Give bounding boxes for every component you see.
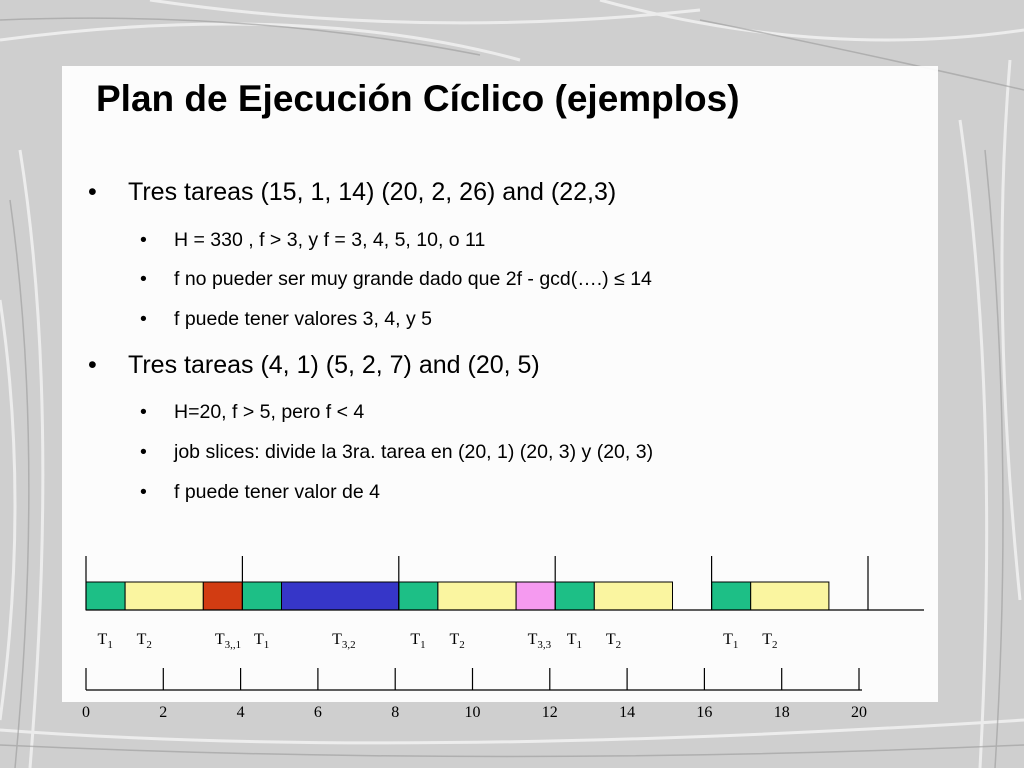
schedule-block-t1 <box>241 581 282 611</box>
bullet-2-sub-2-text: job slices: divide la 3ra. tarea en (20,… <box>174 441 654 463</box>
time-axis-tick-label: 14 <box>619 704 635 721</box>
sub-bullet-marker: • <box>140 229 147 251</box>
time-axis-tick-label: 8 <box>391 704 399 721</box>
bullet-2-sub-3-text: f puede tener valor de 4 <box>174 481 380 503</box>
task-label: T3,2 <box>332 631 356 651</box>
schedule-block-t2 <box>124 581 204 611</box>
bullet-1-text: Tres tareas (15, 1, 14) (20, 2, 26) and … <box>128 178 617 206</box>
task-label: T1 <box>98 631 113 651</box>
bullet-1-sub-2-text: f no pueder ser muy grande dado que 2f -… <box>174 268 652 290</box>
bullet-1-sub-3-text: f puede tener valores 3, 4, y 5 <box>174 308 432 330</box>
task-label: T2 <box>449 631 464 651</box>
slide-title: Plan de Ejecución Cíclico (ejemplos) <box>96 78 740 119</box>
sub-bullet-marker: • <box>140 441 147 463</box>
schedule-block-t2 <box>750 581 830 611</box>
time-axis-tick-label: 12 <box>542 704 558 721</box>
sub-bullet-marker: • <box>140 268 147 290</box>
time-axis-tick-label: 20 <box>851 704 867 721</box>
schedule-block-t1 <box>711 581 752 611</box>
time-axis-tick-label: 4 <box>237 704 245 721</box>
schedule-block-t1 <box>554 581 595 611</box>
task-label: T1 <box>410 631 425 651</box>
time-axis-tick-label: 10 <box>465 704 481 721</box>
task-label: T3,,1 <box>215 631 241 651</box>
task-label: T3,3 <box>528 631 552 651</box>
time-axis-tick-label: 0 <box>82 704 90 721</box>
task-label: T1 <box>254 631 269 651</box>
task-label: T2 <box>762 631 777 651</box>
bullet-marker: • <box>88 178 97 206</box>
time-axis-tick-label: 18 <box>774 704 790 721</box>
schedule-block-t3-3 <box>515 581 556 611</box>
time-axis-tick-label: 2 <box>159 704 167 721</box>
schedule-block-t3-2 <box>281 581 400 611</box>
bullet-marker: • <box>88 351 97 379</box>
task-label: T1 <box>567 631 582 651</box>
schedule-block-t3-1 <box>202 581 243 611</box>
sub-bullet-marker: • <box>140 401 147 423</box>
sub-bullet-marker: • <box>140 481 147 503</box>
sub-bullet-marker: • <box>140 308 147 330</box>
time-axis-tick-label: 16 <box>696 704 712 721</box>
task-label: T1 <box>723 631 738 651</box>
schedule-block-t1 <box>85 581 126 611</box>
bullet-2-text: Tres tareas (4, 1) (5, 2, 7) and (20, 5) <box>128 351 540 379</box>
schedule-block-t2 <box>437 581 517 611</box>
time-axis-tick-label: 6 <box>314 704 322 721</box>
task-label: T2 <box>606 631 621 651</box>
bullet-2-sub-1-text: H=20, f > 5, pero f < 4 <box>174 401 365 423</box>
bullet-1-sub-1-text: H = 330 , f > 3, y f = 3, 4, 5, 10, o 11 <box>174 229 486 251</box>
task-label: T2 <box>137 631 152 651</box>
schedule-block-t2 <box>593 581 673 611</box>
schedule-block-t1 <box>398 581 439 611</box>
